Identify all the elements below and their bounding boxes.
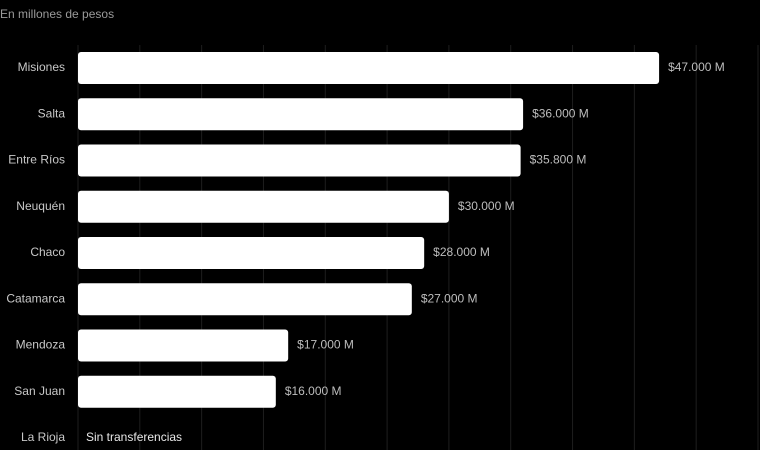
category-label: Entre Ríos [8, 153, 65, 167]
value-label: $35.800 M [530, 153, 587, 167]
value-label: Sin transferencias [86, 430, 182, 444]
value-label: $17.000 M [297, 338, 354, 352]
bar [78, 98, 524, 131]
bar [78, 329, 289, 362]
category-label: Chaco [30, 245, 65, 259]
value-label: $30.000 M [458, 199, 515, 213]
category-label: Neuquén [16, 199, 65, 213]
value-label: $27.000 M [421, 291, 478, 305]
chart-subtitle: En millones de pesos [0, 7, 114, 21]
bar [78, 283, 412, 316]
category-label: Misiones [18, 60, 65, 74]
category-label: Catamarca [6, 291, 65, 305]
bar [78, 52, 660, 84]
value-label: $16.000 M [285, 384, 342, 398]
category-label: Salta [38, 106, 66, 120]
bar [78, 190, 449, 223]
bar [78, 237, 425, 269]
category-label: La Rioja [21, 430, 65, 444]
bar [78, 375, 276, 408]
category-label: Mendoza [16, 338, 66, 352]
category-label: San Juan [14, 384, 65, 398]
value-label: $28.000 M [433, 245, 490, 259]
value-label: $36.000 M [532, 106, 589, 120]
bar [78, 144, 521, 177]
value-label: $47.000 M [668, 60, 725, 74]
